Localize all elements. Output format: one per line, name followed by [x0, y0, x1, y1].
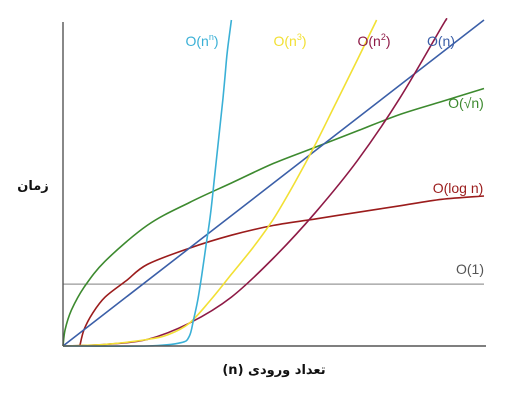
series-label-base-4: O(√n) — [448, 95, 484, 111]
series-label-sup-1: 3 — [297, 32, 302, 42]
series-label-2: O(n2) — [357, 32, 390, 49]
series-label-0: O(nn) — [185, 32, 218, 49]
series-line-2 — [62, 17, 448, 347]
plot-area — [62, 17, 485, 348]
series-label-base-5: O(log n) — [433, 180, 484, 196]
series-label-tail-0: ) — [214, 33, 219, 49]
series-line-3 — [62, 19, 485, 347]
series-label-base-1: O(n — [273, 33, 296, 49]
y-axis-label: زمان — [17, 179, 49, 194]
series-label-5: O(log n) — [433, 180, 484, 196]
series-label-3: O(n) — [427, 33, 455, 49]
x-axis-label: تعداد ورودی (n) — [222, 363, 325, 378]
series-line-5 — [79, 195, 485, 347]
series-line-1 — [62, 19, 378, 347]
series-label-sup-2: 2 — [381, 32, 386, 42]
series-label-1: O(n3) — [273, 32, 306, 49]
series-line-4 — [62, 87, 485, 347]
curve-labels: O(1)O(log n)O(√n)O(n)O(n2)O(n3)O(nn) — [185, 32, 484, 277]
series-label-sup-0: n — [209, 32, 214, 42]
series-line-0 — [62, 19, 233, 348]
series-label-base-3: O(n) — [427, 33, 455, 49]
series-label-base-2: O(n — [357, 33, 380, 49]
series-label-base-0: O(n — [185, 33, 208, 49]
series-label-4: O(√n) — [448, 95, 484, 111]
series-label-tail-1: ) — [302, 33, 307, 49]
series-label-base-6: O(1) — [456, 261, 484, 277]
series-label-tail-2: ) — [386, 33, 391, 49]
series-label-6: O(1) — [456, 261, 484, 277]
